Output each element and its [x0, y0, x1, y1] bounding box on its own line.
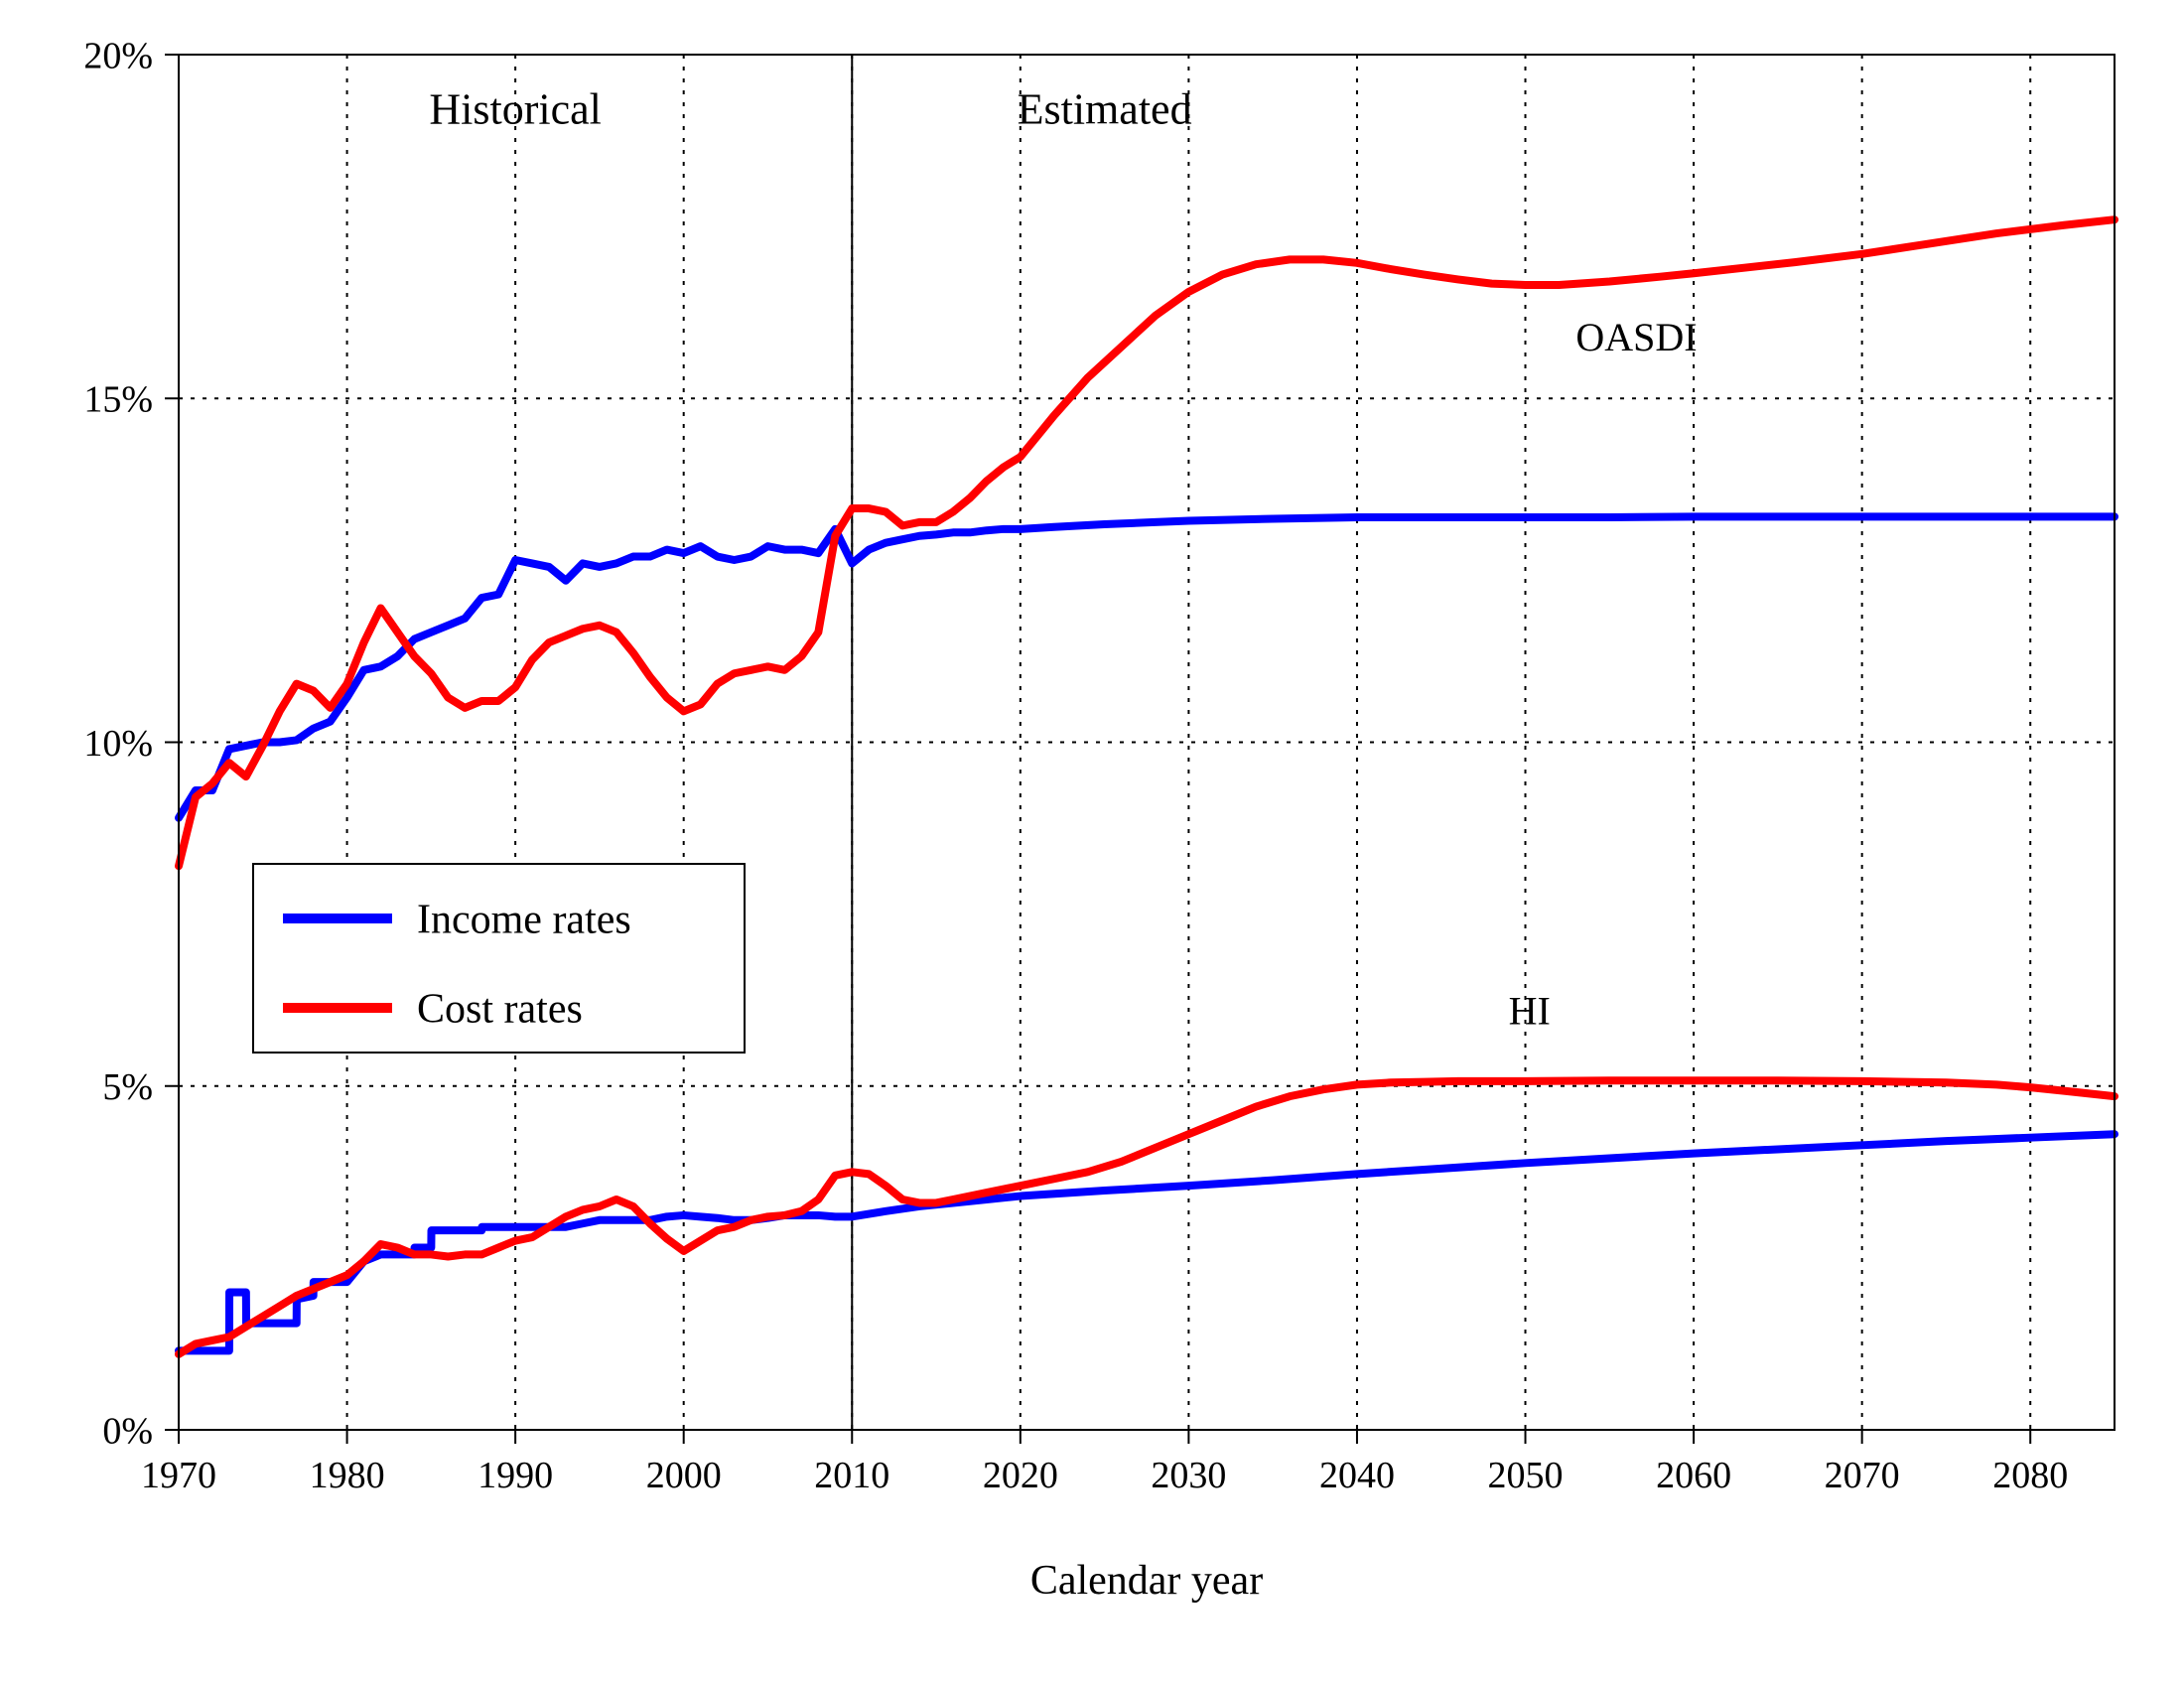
x-tick-label: 2070	[1825, 1455, 1900, 1496]
legend-label: Cost rates	[417, 987, 583, 1033]
x-tick-label: 1990	[478, 1455, 553, 1496]
x-tick-label: 2030	[1151, 1455, 1226, 1496]
y-tick-label: 20%	[83, 35, 153, 76]
x-tick-label: 2080	[1992, 1455, 2068, 1496]
x-tick-label: 2060	[1656, 1455, 1731, 1496]
y-tick-label: 15%	[83, 379, 153, 421]
x-tick-label: 2040	[1319, 1455, 1395, 1496]
region-label: Historical	[429, 84, 602, 133]
chart-svg: 1970 1980 1990 2000 2010 2020 2030 2040 2050 2060…	[0, 0, 2184, 1688]
legend-label: Income rates	[417, 898, 631, 943]
x-tick-label: 2050	[1488, 1455, 1564, 1496]
y-tick-label: 5%	[102, 1066, 153, 1108]
x-tick-label: 1970	[141, 1455, 216, 1496]
series-name-label: HI	[1509, 988, 1551, 1033]
series-name-label: OASDI	[1575, 315, 1697, 359]
x-tick-label: 1980	[310, 1455, 385, 1496]
x-tick-label: 2020	[983, 1455, 1058, 1496]
x-tick-label: 2000	[646, 1455, 722, 1496]
chart-container: 1970 1980 1990 2000 2010 2020 2030 2040 2050 2060…	[0, 0, 2184, 1688]
y-tick-label: 10%	[83, 723, 153, 765]
x-axis-title: Calendar year	[1030, 1558, 1263, 1604]
x-tick-label: 2010	[814, 1455, 889, 1496]
region-label: Estimated	[1018, 84, 1192, 133]
y-tick-label: 0%	[102, 1410, 153, 1452]
